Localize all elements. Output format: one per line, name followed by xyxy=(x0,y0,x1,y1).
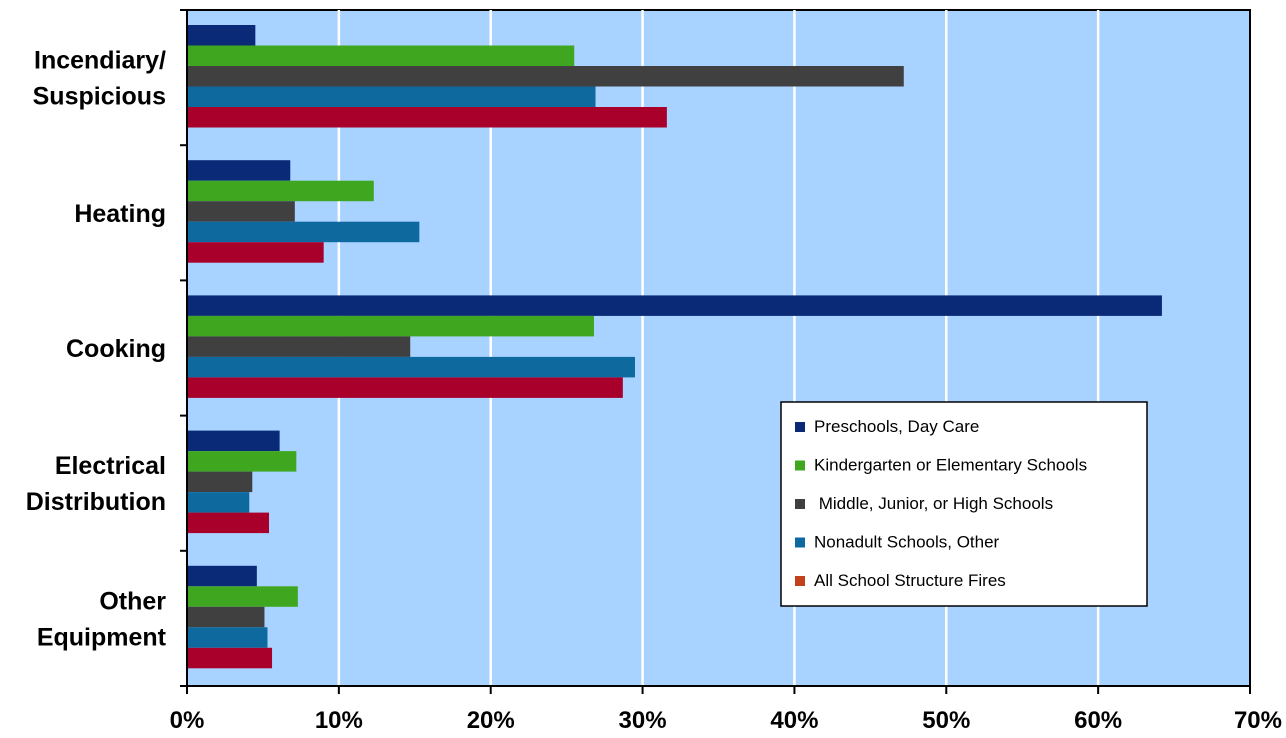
legend-swatch xyxy=(795,422,805,432)
bar xyxy=(187,565,257,587)
category-label: Electrical xyxy=(55,452,166,480)
bar xyxy=(187,512,270,534)
bar xyxy=(187,160,291,181)
bar xyxy=(187,586,298,607)
bar xyxy=(187,295,1162,316)
x-tick-label: 70% xyxy=(1234,707,1282,734)
x-tick-labels: 0% 10% 20% 30% 40% 50% 60% 70% xyxy=(170,707,1282,734)
bar xyxy=(187,242,324,263)
x-tick-label: 30% xyxy=(619,707,667,734)
category-label: Incendiary/ xyxy=(34,47,166,75)
legend-label: Preschools, Day Care xyxy=(814,417,979,436)
bar xyxy=(187,315,594,337)
x-tick-label: 10% xyxy=(315,707,363,734)
bars xyxy=(187,25,1162,669)
legend: Preschools, Day Care Kindergarten or Elem… xyxy=(780,401,1148,607)
category-label: Other xyxy=(99,587,166,615)
bar xyxy=(187,356,635,378)
bar xyxy=(187,201,295,222)
x-tick-label: 20% xyxy=(467,707,515,734)
legend-label: All School Structure Fires xyxy=(814,571,1006,590)
category-label: Cooking xyxy=(66,335,166,363)
bar xyxy=(187,627,268,648)
x-tick-label: 60% xyxy=(1074,707,1122,734)
axes xyxy=(180,9,1251,694)
legend-swatch xyxy=(795,460,805,471)
bar xyxy=(187,336,411,357)
bar xyxy=(187,492,250,513)
legend-swatch xyxy=(795,499,805,509)
category-label: Distribution xyxy=(26,488,166,516)
legend-label: Nonadult Schools, Other xyxy=(814,533,1000,552)
legend-swatch xyxy=(795,576,805,586)
bar xyxy=(187,86,596,107)
bar xyxy=(187,471,253,493)
bar xyxy=(187,66,904,87)
category-labels: Incendiary/Suspicious Heating Cooking Elect… xyxy=(26,47,167,652)
bar xyxy=(187,25,256,46)
x-tick-label: 0% xyxy=(170,707,205,734)
category-label: Suspicious xyxy=(33,83,166,111)
legend-swatch xyxy=(795,537,805,548)
legend-label: Middle, Junior, or High Schools xyxy=(814,494,1053,513)
legend-box xyxy=(780,401,1148,607)
x-tick-label: 50% xyxy=(922,707,970,734)
category-label: Heating xyxy=(74,200,166,228)
bar xyxy=(187,221,420,243)
bar xyxy=(187,377,623,398)
x-tick-label: 40% xyxy=(770,707,818,734)
category-label: Equipment xyxy=(37,623,167,651)
bar xyxy=(187,647,273,669)
bar xyxy=(187,430,280,452)
bar xyxy=(187,606,265,628)
bar xyxy=(187,107,667,128)
legend-label: Kindergarten or Elementary Schools xyxy=(814,456,1087,475)
bar xyxy=(187,180,374,202)
bar xyxy=(187,45,575,66)
bar xyxy=(187,451,297,472)
